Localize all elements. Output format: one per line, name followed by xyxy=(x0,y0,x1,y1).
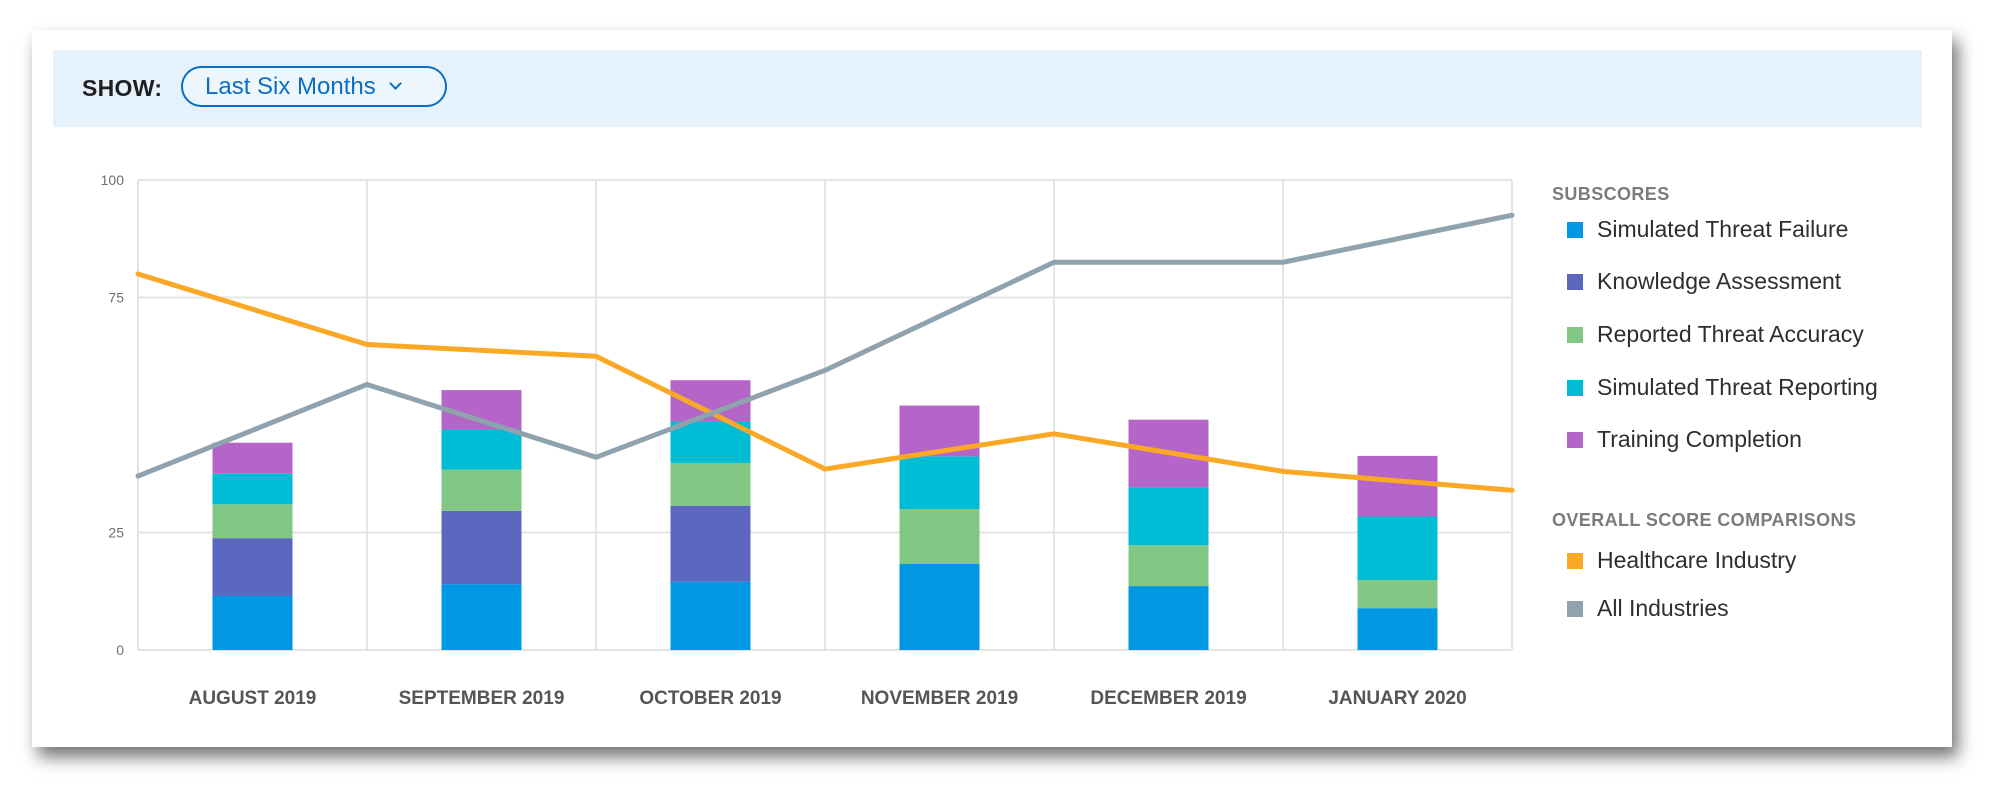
legend-swatch xyxy=(1567,431,1583,448)
stacked-bar-line-chart: 0 25 75 100 AUGUST 2019 SEPTEMBER 2019 OCTOBER… xyxy=(101,172,1515,709)
y-tick-label: 0 xyxy=(116,642,124,658)
bar-segment xyxy=(212,473,293,505)
stacked-bars xyxy=(212,380,1438,650)
x-tick-label: DECEMBER 2019 xyxy=(1090,688,1246,709)
legend-item-reported-threat-accuracy: Reported Threat Accuracy xyxy=(1567,321,1864,348)
legend-label: Knowledge Assessment xyxy=(1597,268,1842,294)
x-tick-label: JANUARY 2020 xyxy=(1328,688,1466,709)
legend-swatch xyxy=(1567,221,1583,238)
comparisons-heading: OVERALL SCORE COMPARISONS xyxy=(1552,510,1857,530)
x-tick-label: OCTOBER 2019 xyxy=(639,688,781,709)
bar-segment xyxy=(441,584,522,650)
bar-segment xyxy=(212,504,293,539)
legend-item-knowledge-assessment: Knowledge Assessment xyxy=(1567,268,1841,295)
legend-label: All Industries xyxy=(1597,595,1729,621)
y-tick-label: 75 xyxy=(108,290,124,306)
series-line xyxy=(135,212,1515,479)
bar-segment xyxy=(1357,516,1438,580)
show-label: SHOW: xyxy=(82,75,163,101)
bar-segment xyxy=(1128,487,1209,546)
legend-label: Healthcare Industry xyxy=(1597,547,1797,573)
bar-segment xyxy=(670,462,751,506)
legend-label: Simulated Threat Failure xyxy=(1597,216,1849,242)
bar-segment xyxy=(212,595,293,650)
legend-label: Simulated Threat Reporting xyxy=(1597,374,1878,400)
bar-segment xyxy=(212,442,293,474)
comparison-lines xyxy=(135,212,1515,493)
time-range-selected-value: Last Six Months xyxy=(205,72,376,100)
legend-swatch xyxy=(1567,600,1583,617)
bar-segment xyxy=(899,509,980,564)
bar-segment xyxy=(441,429,522,470)
bar-segment xyxy=(1357,579,1438,609)
bar-segment xyxy=(441,510,522,585)
x-tick-label: NOVEMBER 2019 xyxy=(861,688,1018,709)
bar-segment xyxy=(1128,545,1209,587)
axis-labels: 0 25 75 100 AUGUST 2019 SEPTEMBER 2019 OCTOBER… xyxy=(101,172,1467,709)
legend-item-all-industries: All Industries xyxy=(1567,595,1729,622)
series-line xyxy=(135,271,1515,493)
filter-bar: SHOW: Last Six Months xyxy=(53,50,1922,127)
x-tick-label: SEPTEMBER 2019 xyxy=(399,688,565,709)
bar-segment xyxy=(441,469,522,511)
bar-segment xyxy=(670,505,751,582)
bar-segment xyxy=(899,563,980,650)
bar-segment xyxy=(899,456,980,509)
score-card: SHOW: Last Six Months 0 25 75 100 AUGUST 201… xyxy=(32,30,1952,747)
legend-swatch xyxy=(1567,326,1583,343)
bar-segment xyxy=(1128,586,1209,650)
x-tick-label: AUGUST 2019 xyxy=(189,688,317,709)
legend-item-simulated-threat-reporting: Simulated Threat Reporting xyxy=(1567,374,1878,401)
gridlines xyxy=(137,179,1513,651)
subscores-heading: SUBSCORES xyxy=(1552,184,1670,204)
time-range-dropdown[interactable]: Last Six Months xyxy=(181,66,447,107)
legend-swatch xyxy=(1567,552,1583,569)
bar-segment xyxy=(1357,455,1438,517)
bar-segment xyxy=(670,581,751,650)
y-tick-label: 25 xyxy=(108,525,124,541)
legend-item-simulated-threat-failure: Simulated Threat Failure xyxy=(1567,216,1848,243)
legend-swatch xyxy=(1567,379,1583,396)
bar-segment xyxy=(212,538,293,596)
y-tick-label: 100 xyxy=(101,172,125,188)
legend-item-training-completion: Training Completion xyxy=(1567,426,1802,453)
legend-swatch xyxy=(1567,273,1583,290)
bar-segment xyxy=(1357,608,1438,650)
legend-label: Training Completion xyxy=(1597,426,1802,452)
legend-label: Reported Threat Accuracy xyxy=(1597,321,1864,347)
legend-item-healthcare-industry: Healthcare Industry xyxy=(1567,547,1796,574)
